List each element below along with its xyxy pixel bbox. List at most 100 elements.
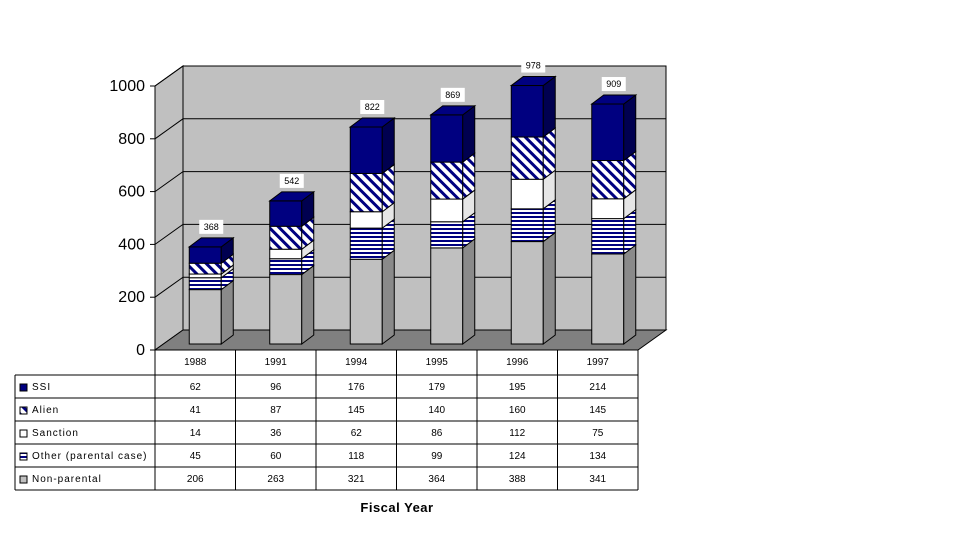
bar-front [269,200,303,227]
total-label: 978 [526,61,541,71]
bar-front [269,258,303,276]
y-tick-label: 200 [118,289,145,306]
bar-front [188,262,222,275]
bar-front [510,208,544,243]
data-table: 1988 1991 1994 1995 1996 1997 SSI 62 96 176 179 195… [14,350,639,491]
total-labels: 368 542 822 869 978 909 [199,58,626,234]
bar-segment [349,163,395,213]
y-tick-label: 1000 [109,78,145,95]
bar-segment [591,243,637,345]
series-label: Non-parental [32,474,102,485]
bar-segment [591,208,637,255]
data-cell: 45 [190,451,202,462]
gridline [154,276,666,298]
gridline [154,171,666,193]
series-label: SSI [32,382,51,393]
gridline [154,65,666,87]
data-cell: 96 [270,382,282,393]
total-label: 909 [606,79,621,89]
bar-front [430,247,464,345]
bar-segment [269,248,315,276]
y-tick-label: 400 [118,236,145,253]
chart-walls [153,65,668,351]
total-label-box [279,173,304,188]
data-cell: 36 [270,428,282,439]
x-tick-label: 1994 [345,357,368,368]
bar-segment [348,116,396,175]
total-label: 822 [365,102,380,112]
bar-front [591,218,625,255]
data-cell: 214 [589,382,606,393]
total-label: 869 [445,90,460,100]
bar-front [430,221,464,249]
bar-front [269,248,303,260]
bar-side [462,237,476,345]
back-wall [182,65,667,331]
total-label-box [199,219,224,234]
data-cell: 206 [187,474,204,485]
bar-front [188,246,222,264]
bar-side [381,249,395,345]
bar-side [220,279,234,345]
data-cell: 99 [431,451,443,462]
bar-front [591,103,625,162]
total-label-box [440,87,465,102]
bar-front [430,161,464,200]
bar-segment [188,279,234,345]
bar-stack-1995 [429,104,477,345]
bar-top [509,76,557,87]
data-cell: 145 [348,405,365,416]
bar-front [510,241,544,345]
bar-segment [349,249,395,345]
data-cell: 176 [348,382,365,393]
bar-front [591,160,625,200]
bar-side [301,264,315,345]
series-label: Sanction [32,428,79,439]
bar-stack-1996 [509,75,557,345]
bar-segment [187,236,235,265]
total-label-box [360,99,385,114]
bar-front [269,274,303,345]
x-tick-label: 1988 [184,357,207,368]
bar-front [349,258,383,345]
data-cell: 62 [351,428,363,439]
data-cell: 140 [428,405,445,416]
data-cell: 87 [270,405,282,416]
data-cell: 195 [509,382,526,393]
bars [187,75,638,345]
data-cell: 341 [589,474,606,485]
bar-segment [590,94,638,162]
data-cell: 14 [190,428,202,439]
bar-top [187,237,235,248]
bar-segment [430,189,476,223]
total-label: 542 [284,176,299,186]
bar-stack-1991 [268,190,316,345]
data-cell: 86 [431,428,443,439]
data-cell: 263 [267,474,284,485]
data-cell: 112 [509,428,525,439]
legend-swatch [19,429,28,438]
series-label: Other (parental case) [32,451,148,462]
x-tick-label: 1991 [265,357,288,368]
y-tick-label: 800 [118,131,145,148]
data-cell: 41 [190,405,202,416]
y-axis: 0 200 400 600 800 1000 [109,78,156,359]
bar-segment [430,152,476,201]
bar-front [510,178,544,210]
bar-side [623,94,637,162]
bar-top [429,105,477,116]
bar-front [349,211,383,229]
bar-front [430,114,464,163]
bar-segment [429,104,477,164]
data-cell: 75 [592,428,604,439]
bar-stack-1988 [187,236,235,345]
bar-segment [509,75,557,139]
y-tick-label: 0 [136,342,145,359]
data-cell: 388 [509,474,526,485]
gridlines [154,65,666,298]
bar-segment [430,237,476,345]
bar-side [623,243,637,345]
data-cell: 118 [348,451,364,462]
